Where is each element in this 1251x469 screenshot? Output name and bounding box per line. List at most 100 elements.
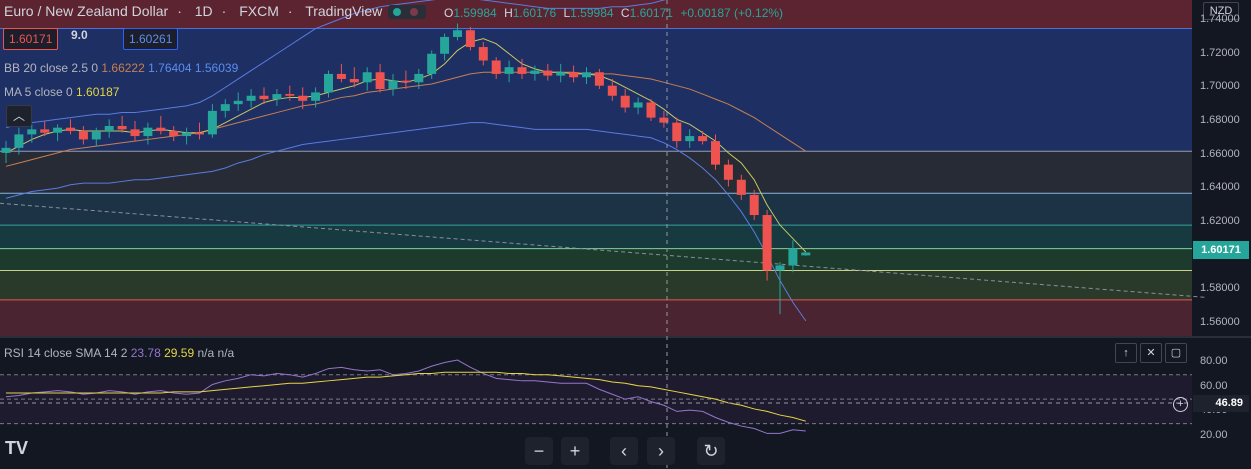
candle-body [130,129,140,137]
candle-body [272,94,282,100]
bb-upper-line [5,0,666,129]
candle-body [78,131,88,140]
bb-lower-line [5,122,807,322]
chevron-left-icon[interactable]: ‹ [610,437,638,465]
candle-body [427,53,437,74]
price-tick: 1.70000 [1200,80,1240,93]
rsi-crosshair-tag: 46.89 [1193,395,1249,412]
price-tick: 1.68000 [1200,113,1240,126]
maximize-icon[interactable]: ▢ [1165,343,1187,363]
candle-body [259,95,269,100]
candle-body [66,127,75,132]
low-value: 1.59984 [570,6,614,20]
spread-value: 9.0 [71,28,88,42]
candle-body [453,30,462,37]
candle-body [659,117,669,123]
rsi-tick: 20.00 [1200,428,1228,441]
tradingview-logo[interactable]: TV [5,438,29,458]
candle-body [788,248,798,266]
crosshair [0,0,1192,469]
ohlc-readout: O1.59984 H1.60176 L1.59984 C1.60171 +0.0… [444,6,787,20]
candle-body [169,131,179,137]
add-icon[interactable]: + [1173,397,1188,412]
candle-body [569,72,579,78]
data-source: TradingView [305,3,383,19]
plus-icon[interactable]: + [561,437,589,465]
candle-body [324,73,333,93]
exchange: FXCM [239,3,279,19]
ma-label[interactable]: MA 5 close 0 [4,85,73,99]
open-key: O [444,6,454,20]
price-zone [0,248,1192,271]
dashed-trendline [0,202,1206,298]
close-value: 1.60171 [629,6,673,20]
candle-body [530,70,540,74]
open-value: 1.59984 [453,6,497,20]
candle-body [156,127,166,132]
candle-body [672,122,682,142]
candle-body [14,134,24,148]
candle-body [749,194,759,216]
rsi-na-2: n/a [217,346,235,360]
price-tick: 1.64000 [1200,181,1240,194]
candle-body [711,141,720,165]
current-price-tag: 1.60171 [1193,241,1249,259]
price-zone [0,0,1192,29]
candle-body [762,215,772,271]
candle-body [207,110,217,135]
candle-body [775,265,785,271]
candle-body [633,102,643,108]
symbol-name[interactable]: Euro / New Zealand Dollar [4,3,169,19]
minus-icon[interactable]: − [525,437,553,465]
candle-body [104,126,114,132]
close-icon[interactable]: ✕ [1140,343,1162,363]
price-levels [0,28,1251,338]
rsi-tick: 60.00 [1200,379,1228,392]
candle-body [517,67,527,74]
symbol-title[interactable]: Euro / New Zealand Dollar · 1D · FXCM · Tra… [4,3,383,19]
candle-body [736,179,746,195]
candle-body [543,70,553,76]
candle-body [620,95,630,108]
bb-label[interactable]: BB 20 close 2.5 0 [4,61,99,75]
bb-basis-value: 1.66222 [101,61,145,75]
candle-body [311,92,321,101]
chevron-up-icon[interactable]: ︿ [6,105,32,127]
candle-body [285,94,295,96]
market-status-icon[interactable] [388,5,426,19]
candle-body [27,129,37,135]
candle-body [91,131,101,140]
rsi-label[interactable]: RSI 14 close SMA 14 2 [4,346,128,360]
candle-body [556,72,566,76]
candle-body [440,36,450,54]
bb-upper-value: 1.76404 [148,61,192,75]
candle-body [465,30,475,48]
price-tick: 1.58000 [1200,281,1240,294]
bb-legend[interactable]: BB 20 close 2.5 0 1.66222 1.76404 1.5603… [4,61,238,75]
candle-body [478,47,488,61]
candles [1,23,811,315]
buy-button[interactable]: 1.60261 [123,28,179,50]
candle-body [233,100,243,105]
reset-icon[interactable]: ↻ [697,437,725,465]
currency-selector[interactable]: NZD [1203,2,1239,20]
sell-button[interactable]: 1.60171 [3,28,59,50]
price-zone [0,151,1192,194]
interval[interactable]: 1D [194,3,213,19]
arrow-up-icon[interactable]: ↑ [1115,343,1137,363]
candle-body [298,95,308,101]
candle-body [685,136,695,142]
chevron-right-icon[interactable]: › [647,437,675,465]
rsi-legend[interactable]: RSI 14 close SMA 14 2 23.78 29.59 n/a n/… [4,346,234,360]
price-zone [0,28,1192,152]
candle-body [143,127,153,137]
rsi-ma-value: 29.59 [164,346,195,360]
ma-legend[interactable]: MA 5 close 0 1.60187 [4,85,119,99]
price-zone [0,299,1192,336]
close-key: C [620,6,630,20]
price-tick: 1.56000 [1200,315,1240,328]
candle-body [182,132,192,137]
